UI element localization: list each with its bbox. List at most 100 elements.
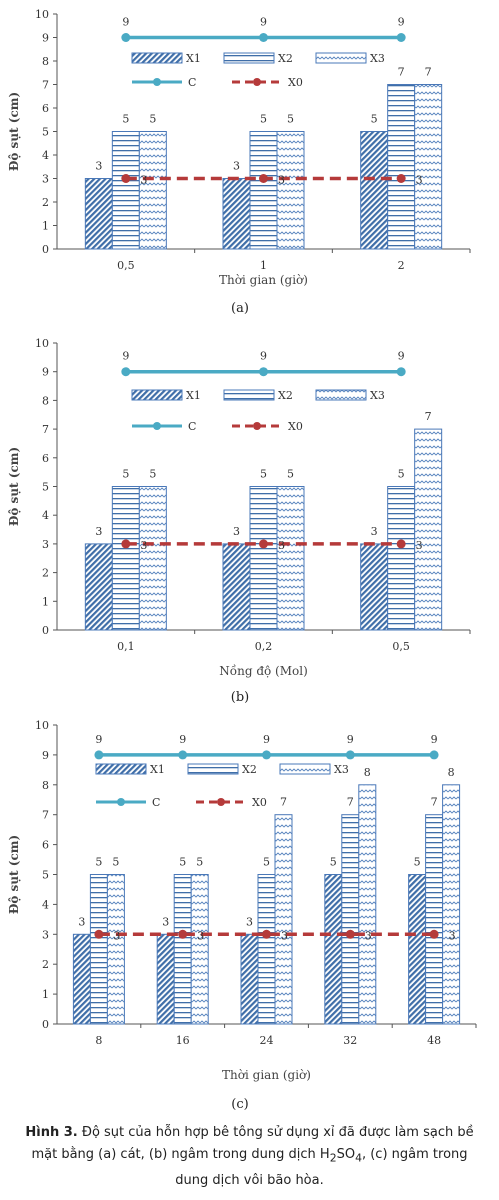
bar-value-label: 5	[398, 468, 405, 481]
line-value-label: 3	[140, 174, 147, 187]
legend-swatch-x3	[315, 52, 367, 64]
line-value-label: 9	[431, 733, 438, 746]
x-tick-label: 2	[398, 259, 405, 272]
bar-x3	[190, 874, 209, 1025]
legend-label-c: C	[152, 796, 160, 809]
bar-value-label: 5	[260, 468, 267, 481]
bar-value-label: 8	[364, 766, 371, 779]
legend-label-x1: X1	[186, 52, 201, 65]
bar-x1	[408, 874, 427, 1025]
x-tick-label: 0,2	[255, 640, 273, 653]
y-tick-label: 6	[42, 452, 49, 465]
chart-b: 0 1 2 3 4 5 6 7 8 9 10 Độ sụt (cm) Nồng độ (Mol) 0,1 3…	[7, 337, 471, 678]
line-value-label: 9	[179, 733, 186, 746]
line-value-label: 3	[449, 929, 456, 942]
y-tick-label: 10	[35, 719, 49, 732]
line-point-c	[94, 750, 104, 760]
line-point-x0	[429, 929, 439, 939]
chart-c-sublabel: (c)	[231, 1097, 249, 1112]
caption-line-1: Hình 3. Độ sụt của hỗn hợp bê tông sử dụ…	[0, 1122, 499, 1144]
x-tick-label: 48	[427, 1034, 441, 1047]
bar-value-label: 5	[263, 856, 270, 869]
y-tick-label: 6	[42, 839, 49, 852]
legend-swatch-x1	[131, 389, 183, 401]
line-value-label: 9	[260, 350, 267, 363]
bar-x2	[111, 486, 140, 631]
y-tick-label: 1	[42, 988, 49, 1001]
x-tick-label: 0,5	[117, 259, 135, 272]
line-value-label: 9	[398, 16, 405, 29]
legend-swatch-x3	[279, 763, 331, 775]
bar-x2	[89, 874, 108, 1025]
x-tick-label: 0,1	[117, 640, 135, 653]
legend-marker-c	[153, 422, 161, 430]
y-tick-label: 4	[42, 898, 49, 911]
caption-line2-c: , (c) ngâm trong	[361, 1147, 468, 1162]
y-tick-label: 0	[42, 1018, 49, 1031]
bar-value-label: 5	[196, 856, 203, 869]
y-tick-label: 7	[42, 809, 49, 822]
x-axis-title: Nồng độ (Mol)	[219, 663, 308, 678]
bar-value-label: 3	[162, 915, 169, 928]
bar-value-label: 3	[95, 160, 102, 173]
y-tick-label: 0	[42, 624, 49, 637]
line-point-c	[259, 33, 268, 42]
y-tick-label: 10	[35, 337, 49, 350]
legend-swatch-x2	[223, 389, 275, 401]
y-tick-label: 9	[42, 366, 49, 379]
legend-label-c: C	[188, 76, 196, 89]
y-tick-label: 0	[42, 243, 49, 256]
y-axis-title: Độ sụt (cm)	[7, 92, 21, 171]
bar-value-label: 3	[78, 915, 85, 928]
y-tick-label: 2	[42, 958, 49, 971]
bar-value-label: 3	[233, 525, 240, 538]
line-point-c	[429, 750, 439, 760]
legend-marker-x0	[253, 422, 261, 430]
bar-x2	[173, 874, 192, 1025]
line-point-c	[396, 33, 406, 42]
bar-value-label: 5	[260, 113, 267, 126]
bar-x2	[387, 84, 416, 250]
y-tick-label: 5	[42, 869, 49, 882]
bar-value-label: 5	[95, 856, 102, 869]
line-value-label: 3	[113, 929, 120, 942]
line-value-label: 9	[122, 16, 129, 29]
bar-value-label: 3	[95, 525, 102, 538]
y-tick-label: 3	[42, 173, 49, 186]
legend-label-x2: X2	[242, 763, 257, 776]
line-value-label: 3	[416, 539, 423, 552]
x-tick-label: 0,5	[392, 640, 410, 653]
y-tick-label: 2	[42, 567, 49, 580]
caption-line2-b: SO	[336, 1147, 356, 1162]
y-tick-label: 6	[42, 102, 49, 115]
y-tick-label: 1	[42, 595, 49, 608]
line-point-c	[121, 367, 131, 377]
bar-x3	[414, 84, 443, 250]
legend-label-x3: X3	[370, 52, 385, 65]
line-point-x0	[345, 929, 355, 939]
bar-value-label: 7	[425, 66, 432, 79]
line-point-x0	[262, 929, 271, 939]
bar-x2	[425, 814, 444, 1025]
bar-value-label: 5	[371, 113, 378, 126]
bar-x2	[387, 486, 416, 631]
y-tick-label: 4	[42, 509, 49, 522]
line-value-label: 3	[281, 929, 288, 942]
y-tick-label: 5	[42, 126, 49, 139]
legend-label-x3: X3	[370, 389, 385, 402]
y-tick-label: 7	[42, 79, 49, 92]
line-point-c	[259, 367, 268, 377]
caption-subscript: 4	[355, 1151, 362, 1165]
chart-a: 0 1 2 3 4 5 6 7 8 9 10 Độ sụt (cm) Thời gian (giờ) 0,…	[7, 8, 471, 287]
bar-value-label: 5	[330, 856, 337, 869]
y-tick-label: 9	[42, 749, 49, 762]
line-point-x0	[396, 174, 406, 183]
bar-value-label: 5	[179, 856, 186, 869]
bar-x3	[274, 814, 293, 1025]
legend-label-x3: X3	[334, 763, 349, 776]
bar-x2	[249, 131, 278, 250]
legend-label-c: C	[188, 420, 196, 433]
bar-value-label: 7	[347, 796, 354, 809]
y-tick-label: 8	[42, 394, 49, 407]
x-tick-label: 24	[260, 1034, 274, 1047]
